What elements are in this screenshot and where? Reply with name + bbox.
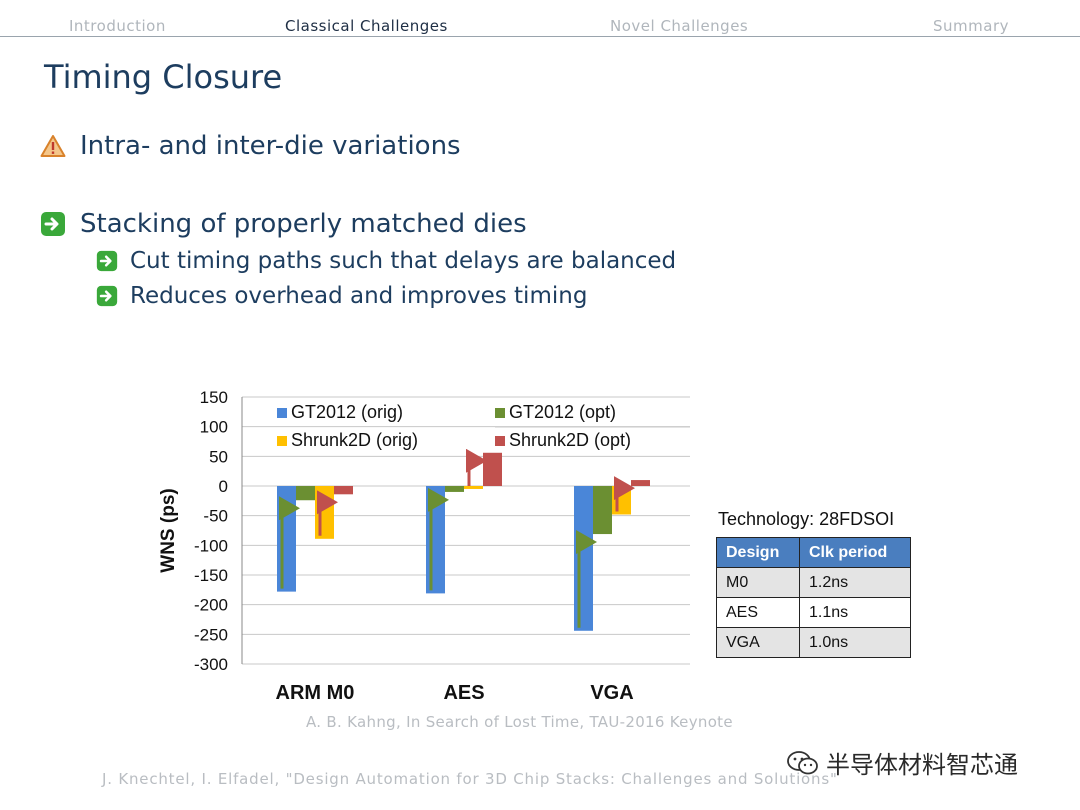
nav-introduction[interactable]: Introduction	[69, 17, 166, 35]
y-tick-label: -200	[194, 596, 228, 615]
green-arrow-icon	[96, 285, 118, 307]
legend-label: Shrunk2D (orig)	[291, 430, 418, 450]
legend-swatch	[495, 408, 505, 418]
green-arrow-icon	[41, 212, 65, 236]
bar-shrunk2d-opt--aes	[483, 452, 502, 486]
table-row: VGA 1.0ns	[716, 627, 911, 658]
cell-design: AES	[716, 597, 800, 628]
x-category-label: AES	[443, 682, 484, 704]
bullet-text: Cut timing paths such that delays are ba…	[130, 248, 677, 274]
legend-label: GT2012 (orig)	[291, 402, 403, 422]
y-tick-label: -50	[203, 507, 228, 526]
x-category-label: VGA	[590, 682, 633, 704]
bullet-text: Reduces overhead and improves timing	[130, 283, 588, 309]
cell-clk: 1.2ns	[799, 567, 911, 598]
bar-shrunk2d-orig--aes	[464, 486, 483, 489]
y-tick-label: 150	[200, 388, 228, 407]
legend-label: Shrunk2D (opt)	[509, 430, 631, 450]
bullet-stacking: Stacking of properly matched dies	[40, 209, 527, 239]
improvement-arrow-gt2012	[576, 530, 597, 628]
bar-gt2012-opt--vga	[593, 486, 612, 535]
y-tick-label: -100	[194, 536, 228, 555]
legend-swatch	[495, 436, 505, 446]
cell-design: VGA	[716, 627, 800, 658]
improvement-arrow-gt2012	[279, 496, 300, 589]
table-row: AES 1.1ns	[716, 597, 911, 628]
green-arrow-icon	[96, 250, 118, 272]
bar-shrunk2d-opt--vga	[631, 480, 650, 486]
y-axis-label: WNS (ps)	[158, 488, 179, 572]
improvement-arrow-gt2012	[428, 487, 449, 591]
nav-summary[interactable]: Summary	[933, 17, 1009, 35]
table-header-row: Design Clk period	[716, 537, 911, 568]
wns-bar-chart: 150 100 50 0 -50 -100 -150 -200 -250 -300 WNS (ps)…	[158, 388, 690, 704]
bullet-variations: Intra- and inter-die variations	[40, 131, 461, 161]
bar-shrunk2d-orig--vga	[612, 486, 631, 515]
nav-classical-challenges[interactable]: Classical Challenges	[285, 17, 448, 35]
y-tick-label: 100	[200, 418, 228, 437]
clock-period-table: Design Clk period M0 1.2ns AES 1.1ns VGA…	[716, 537, 911, 658]
watermark-text: 半导体材料智芯通	[826, 751, 1018, 779]
wechat-icon	[787, 750, 818, 774]
table-row: M0 1.2ns	[716, 567, 911, 598]
bar-gt2012-orig--arm-m0	[277, 486, 296, 592]
top-navigation: Introduction Classical Challenges Novel …	[0, 0, 1080, 37]
y-tick-label: 0	[219, 477, 228, 496]
bar-gt2012-opt--aes	[445, 486, 464, 492]
technology-label: Technology: 28FDSOI	[718, 509, 895, 529]
y-tick-label: -250	[194, 625, 228, 644]
y-tick-label: -150	[194, 566, 228, 585]
x-category-label: ARM M0	[276, 682, 355, 704]
legend-swatch	[277, 436, 287, 446]
bar-shrunk2d-opt--arm-m0	[334, 486, 353, 495]
nav-novel-challenges[interactable]: Novel Challenges	[610, 17, 749, 35]
sub-bullet-reduces-overhead: Reduces overhead and improves timing	[96, 283, 587, 309]
warning-triangle-icon	[40, 135, 66, 157]
sub-bullet-cut-paths: Cut timing paths such that delays are ba…	[96, 248, 676, 274]
y-tick-label: -300	[194, 655, 228, 674]
bar-shrunk2d-orig--arm-m0	[315, 486, 334, 539]
bar-gt2012-opt--arm-m0	[296, 486, 315, 501]
improvement-arrow-shrunk2d	[466, 448, 487, 486]
bullet-text: Intra- and inter-die variations	[80, 131, 461, 161]
cell-clk: 1.0ns	[799, 627, 911, 658]
bullet-text: Stacking of properly matched dies	[80, 209, 527, 239]
y-tick-label: 50	[209, 447, 228, 466]
cell-clk: 1.1ns	[799, 597, 911, 628]
bar-gt2012-orig--vga	[574, 486, 593, 631]
slide-title: Timing Closure	[44, 58, 283, 96]
improvement-arrow-shrunk2d	[317, 490, 338, 536]
header-clk-period: Clk period	[799, 537, 911, 568]
cell-design: M0	[716, 567, 800, 598]
improvement-arrow-shrunk2d	[614, 476, 635, 512]
legend-label: GT2012 (opt)	[509, 402, 616, 422]
legend-swatch	[277, 408, 287, 418]
source-citation: J. Knechtel, I. Elfadel, "Design Automat…	[102, 770, 838, 788]
bar-gt2012-orig--aes	[426, 486, 445, 594]
header-design: Design	[716, 537, 800, 568]
keynote-citation: A. B. Kahng, In Search of Lost Time, TAU…	[306, 713, 733, 731]
watermark: 半导体材料智芯通	[786, 745, 1018, 780]
